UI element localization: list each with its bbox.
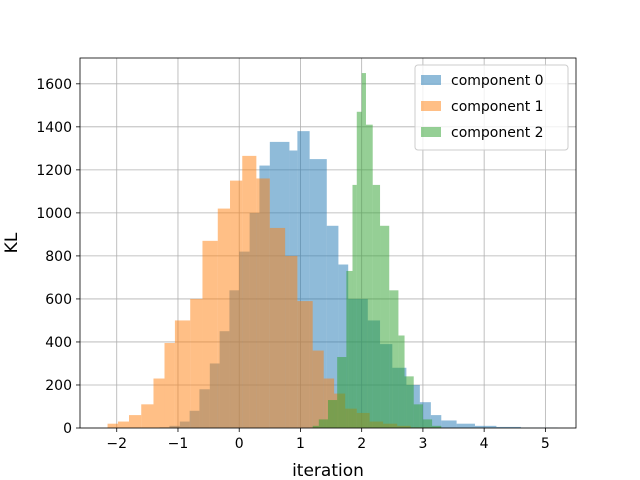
- y-tick-label: 1200: [36, 163, 72, 179]
- histogram-bar: [269, 227, 286, 428]
- histogram-bar: [318, 419, 328, 428]
- histogram-bar: [328, 400, 338, 428]
- histogram-bar: [338, 264, 349, 428]
- histogram-bar: [352, 184, 357, 428]
- x-tick-label: 0: [235, 436, 244, 452]
- histogram-bar: [398, 335, 405, 428]
- histogram-bar: [430, 415, 442, 428]
- x-axis-ticks: −2 −1 0 1 2 3 4 5: [106, 428, 550, 452]
- histogram-bar: [312, 350, 324, 428]
- histogram-bar: [346, 270, 353, 428]
- x-tick-label: −1: [168, 436, 189, 452]
- histogram-bar: [474, 425, 497, 428]
- y-axis-ticks: 0 200 400 600 800 1000 1200 1400 1600: [36, 77, 80, 437]
- histogram-bar: [141, 404, 154, 428]
- histogram-bar: [202, 240, 218, 428]
- histogram-bar: [496, 426, 521, 428]
- legend-swatch: [421, 75, 441, 85]
- histogram-bar: [230, 180, 243, 428]
- y-tick-label: 0: [63, 421, 72, 437]
- x-tick-label: 1: [296, 436, 305, 452]
- legend-entry-label: component 0: [451, 73, 544, 89]
- histogram-bar: [326, 225, 339, 428]
- y-axis-label: KL: [2, 232, 22, 253]
- histogram-bar: [312, 425, 319, 428]
- histogram-bar: [242, 155, 257, 428]
- histogram-bar: [413, 404, 423, 428]
- x-tick-label: 2: [357, 436, 366, 452]
- histogram-bar: [456, 423, 475, 428]
- x-tick-label: 3: [418, 436, 427, 452]
- y-tick-label: 600: [45, 292, 72, 308]
- y-tick-label: 800: [45, 249, 72, 265]
- histogram-bar: [164, 343, 175, 428]
- histogram-bar: [117, 421, 129, 428]
- histogram-bar: [365, 124, 373, 429]
- histogram-bar: [297, 301, 313, 428]
- x-tick-label: 5: [541, 436, 550, 452]
- x-tick-label: 4: [480, 436, 489, 452]
- legend-entry-label: component 1: [451, 99, 544, 115]
- histogram-bar: [285, 255, 298, 428]
- y-tick-label: 1000: [36, 206, 72, 222]
- y-tick-label: 400: [45, 335, 72, 351]
- legend-swatch: [421, 101, 441, 111]
- plot-area-frame: [79, 57, 577, 429]
- histogram-bars: [107, 73, 558, 429]
- histogram-bar: [372, 184, 381, 428]
- histogram-bar: [389, 290, 399, 428]
- histogram-bar: [361, 73, 366, 428]
- legend: component 0 component 1 component 2: [414, 64, 569, 151]
- y-tick-label: 1600: [36, 77, 72, 93]
- histogram-bar: [422, 419, 433, 428]
- histogram-bar: [107, 423, 118, 428]
- histogram-bar: [256, 178, 270, 428]
- histogram-bar: [153, 378, 165, 428]
- y-tick-label: 1400: [36, 120, 72, 136]
- histogram-bar: [128, 415, 142, 428]
- histogram-bar: [356, 111, 362, 429]
- y-tick-label: 200: [45, 378, 72, 394]
- histogram-bar: [190, 298, 203, 428]
- series-2-bars: [312, 73, 442, 429]
- histogram-bar: [217, 208, 231, 428]
- histogram-bar: [404, 376, 414, 428]
- histogram-bar: [432, 425, 442, 428]
- legend-entry-label: component 2: [451, 125, 544, 141]
- histogram-bar: [441, 420, 457, 428]
- histogram-bar: [337, 357, 347, 428]
- x-axis-label: iteration: [292, 461, 364, 480]
- histogram-bar: [174, 320, 191, 428]
- histogram-bar: [419, 402, 431, 428]
- legend-swatch: [421, 127, 441, 137]
- x-tick-label: −2: [106, 436, 127, 452]
- legend-box: [414, 64, 569, 151]
- histogram-bar: [380, 225, 390, 428]
